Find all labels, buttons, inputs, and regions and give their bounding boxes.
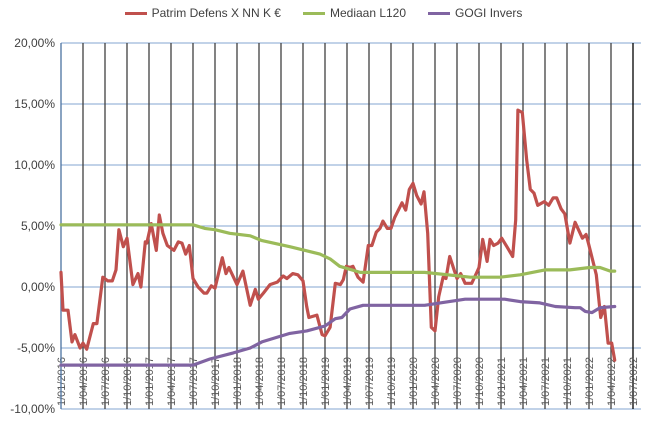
x-tick-label: 1/07/2016 <box>100 357 112 406</box>
x-tick-label: 1/01/2022 <box>584 357 596 406</box>
x-tick-label: 1/01/2017 <box>144 357 156 406</box>
x-tick-label: 1/04/2017 <box>166 357 178 406</box>
y-tick-label: 10,00% <box>14 158 55 172</box>
x-tick-label: 1/04/2019 <box>342 357 354 406</box>
x-tick-label: 1/01/2016 <box>56 357 68 406</box>
y-tick-label: -10,00% <box>10 402 55 416</box>
x-tick-label: 1/04/2016 <box>78 357 90 406</box>
x-tick-label: 1/04/2021 <box>518 357 530 406</box>
series-line-mediaan <box>59 223 617 279</box>
legend-label: Patrim Defens X NN K € <box>151 6 281 20</box>
legend-swatch-icon <box>124 11 147 15</box>
y-tick-label: 20,00% <box>14 36 55 50</box>
x-tick-label: 1/07/2021 <box>540 357 552 406</box>
x-tick-label: 1/04/2020 <box>430 357 442 406</box>
x-tick-label: 1/04/2022 <box>606 357 618 406</box>
x-tick-label: 1/07/2018 <box>276 357 288 406</box>
x-tick-label: 1/10/2021 <box>562 357 574 406</box>
legend-item-mediaan: Mediaan L120 <box>302 6 407 20</box>
x-tick-label: 1/10/2017 <box>210 357 222 406</box>
x-tick-label: 1/07/2020 <box>452 357 464 406</box>
x-tick-label: 1/01/2020 <box>408 357 420 406</box>
y-tick-label: 15,00% <box>14 97 55 111</box>
chart-legend: Patrim Defens X NN K € Mediaan L120 GOGI… <box>0 6 647 20</box>
legend-item-gogi: GOGI Invers <box>428 6 522 20</box>
x-tick-label: 1/07/2019 <box>364 357 376 406</box>
x-tick-label: 1/07/2017 <box>188 357 200 406</box>
legend-item-patrim: Patrim Defens X NN K € <box>124 6 281 20</box>
y-tick-label: -5,00% <box>17 341 55 355</box>
x-tick-label: 1/10/2016 <box>122 357 134 406</box>
x-tick-label: 1/01/2018 <box>232 357 244 406</box>
x-tick-label: 1/01/2019 <box>320 357 332 406</box>
x-tick-label: 1/04/2018 <box>254 357 266 406</box>
y-tick-label: 5,00% <box>21 219 55 233</box>
x-tick-label: 1/10/2018 <box>298 357 310 406</box>
legend-swatch-icon <box>428 11 451 15</box>
series-line-patrim <box>59 108 617 362</box>
series-line-gogi <box>59 297 617 367</box>
legend-label: GOGI Invers <box>455 6 523 20</box>
x-tick-label: 1/01/2021 <box>496 357 508 406</box>
y-tick-label: 0,00% <box>21 280 55 294</box>
x-tick-label: 1/10/2019 <box>386 357 398 406</box>
legend-label: Mediaan L120 <box>329 6 407 20</box>
legend-swatch-icon <box>302 11 325 15</box>
x-tick-label: 1/10/2020 <box>474 357 486 406</box>
x-tick-label: 1/07/2022 <box>628 357 640 406</box>
